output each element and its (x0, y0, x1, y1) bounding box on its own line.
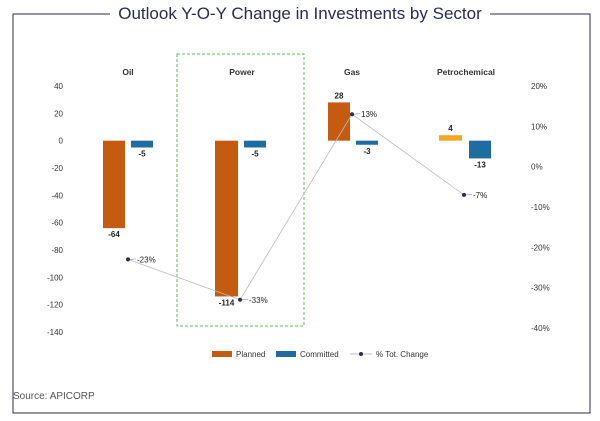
line-label-leader (353, 113, 361, 115)
legend-planned-swatch (212, 351, 232, 357)
chart-title-text: Outlook Y-O-Y Change in Investments by S… (110, 4, 490, 23)
bar-planned-power (215, 140, 238, 297)
line-point-label: 13% (361, 110, 377, 119)
line-point (462, 192, 466, 197)
legend-committed-label: Committed (300, 350, 339, 359)
line-label-leader (465, 194, 473, 196)
chart-title: Outlook Y-O-Y Change in Investments by S… (0, 2, 600, 26)
data-label-planned: 4 (448, 124, 453, 133)
left-axis-tick: -80 (51, 246, 63, 255)
line-point-label: -33% (249, 296, 268, 305)
data-label-committed: -3 (363, 147, 371, 156)
right-axis-tick: -20% (531, 243, 550, 252)
right-axis-tick: 20% (531, 82, 547, 91)
right-axis-tick: 0% (531, 163, 543, 172)
bar-committed-petrochemical (469, 140, 491, 159)
left-axis-tick: 0 (59, 137, 64, 146)
legend-line-label: % Tot. Change (376, 350, 429, 359)
legend-line-marker (359, 352, 363, 356)
outer-border (12, 13, 591, 414)
category-label-oil: Oil (122, 67, 133, 77)
category-label-power: Power (229, 67, 255, 77)
bar-planned-petrochemical (439, 135, 462, 141)
data-label-planned: 28 (335, 91, 344, 100)
data-label-committed: -5 (251, 150, 259, 159)
data-label-committed: -5 (138, 150, 146, 159)
bar-committed-power (244, 140, 266, 148)
data-label-planned: -114 (219, 298, 235, 307)
line-label-leader (129, 258, 137, 260)
left-axis-tick: -120 (47, 301, 64, 310)
line-point (238, 297, 242, 302)
line-series-path (127, 113, 465, 301)
left-axis-tick: -100 (47, 273, 64, 282)
left-axis-tick: -140 (47, 328, 64, 337)
category-label-gas: Gas (344, 67, 360, 77)
legend-committed-swatch (276, 351, 296, 357)
bar-committed-gas (356, 140, 378, 145)
right-axis-tick: -30% (531, 284, 550, 293)
category-label-petrochemical: Petrochemical (437, 67, 495, 77)
data-label-planned: -64 (108, 230, 120, 239)
right-axis-tick: -10% (531, 203, 550, 212)
left-axis-tick: -40 (51, 191, 63, 200)
legend: Planned Committed % Tot. Change (212, 350, 429, 359)
left-axis-tick: -20 (51, 164, 63, 173)
data-label-committed: -13 (474, 160, 486, 169)
right-axis-tick: 10% (531, 122, 547, 131)
line-point-label: -23% (137, 255, 156, 264)
right-axis-tick: -40% (531, 324, 550, 333)
line-label-leader (241, 299, 249, 301)
source-note: Source: APICORP (13, 391, 95, 402)
line-point (350, 112, 354, 117)
bar-planned-gas (328, 102, 350, 141)
bar-planned-oil (103, 140, 125, 229)
left-axis-tick: 20 (54, 109, 63, 118)
power-highlight-box (176, 53, 305, 327)
bar-committed-oil (131, 140, 153, 148)
line-point-label: -7% (473, 191, 487, 200)
left-axis-tick: 40 (54, 82, 63, 91)
line-point (126, 257, 130, 262)
left-axis-tick: -60 (51, 219, 63, 228)
legend-planned-label: Planned (236, 350, 265, 359)
